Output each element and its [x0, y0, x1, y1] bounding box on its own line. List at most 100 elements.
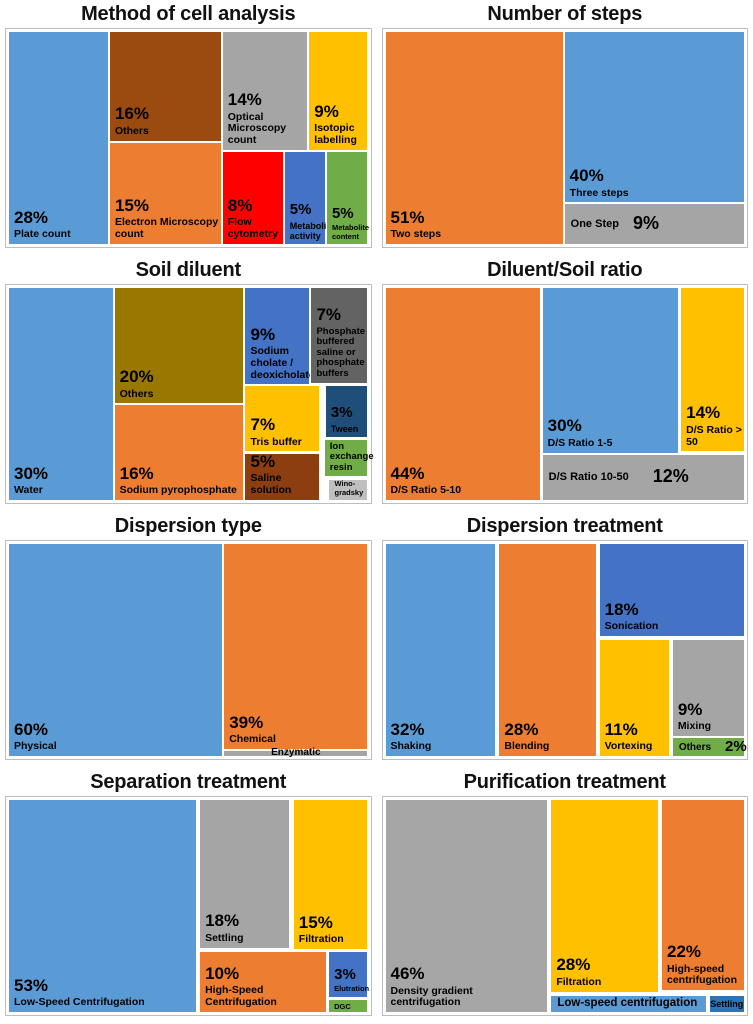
- tile-pct: 44%: [390, 463, 425, 483]
- tile-label: D/S Ratio > 50: [686, 423, 742, 448]
- tile-vortexing: 11% Vortexing: [598, 638, 671, 757]
- tile-label: Filtration: [556, 976, 602, 989]
- treemap-frame: 53% Low-Speed Centrifugation 18% Settling …: [5, 796, 372, 1016]
- treemap-frame: 46% Density gradient centrifugation 28% Fi…: [381, 796, 748, 1016]
- tile-tris-buffer: 7% Tris buffer: [244, 385, 321, 453]
- tile-low-speed-centrifugation: Low-speed centrifugation3%: [550, 993, 737, 1013]
- tile-pct: 5%: [331, 204, 354, 222]
- chart-title: Number of steps: [487, 3, 643, 25]
- tile-ion-exchange-resin: Ion exchange resin: [323, 438, 374, 478]
- tile-pct: 11%: [604, 719, 638, 739]
- tile-label: Two steps: [390, 228, 442, 241]
- tile-label: D/S Ratio 5-10: [390, 484, 462, 497]
- chart-diluent-soil-ratio: Diluent/Soil ratio 44% D/S Ratio 5-10 30%…: [377, 256, 753, 512]
- tile-sonication: 18% Sonication: [598, 543, 745, 638]
- tile-label: Settling: [205, 932, 244, 945]
- tile-pct: 40%: [569, 165, 604, 185]
- tile-plate-count: 28% Plate count: [8, 31, 109, 245]
- tile-label: Isotopic labelling: [314, 122, 357, 147]
- tile-electron-microscopy-count: 15% Electron Microscopy count: [108, 141, 222, 245]
- tile-label: Phosphate buffered saline or phosphate b…: [316, 325, 366, 380]
- tile-water: 30% Water: [8, 287, 114, 501]
- chart-separation-treatment: Separation treatment 53% Low-Speed Centri…: [0, 768, 377, 1024]
- tile-dgc: DGC: [328, 998, 369, 1013]
- chart-title: Method of cell analysis: [81, 3, 296, 25]
- tile-one-step: One Step 9%: [563, 203, 745, 245]
- tile-pct: 16%: [119, 463, 154, 483]
- tile-label: Settling: [710, 998, 744, 1009]
- tile-metabolic-activity: 5% Metabolic activity: [283, 150, 332, 245]
- tile-high-speed-centrifugation: 22% High-speed centrifugation: [661, 799, 745, 992]
- tile-pct: 14%: [686, 403, 721, 423]
- tile-pct: 3%: [334, 965, 356, 983]
- tile-label: Ion exchange resin: [329, 440, 374, 473]
- tile-label: Saline solution: [250, 472, 292, 497]
- chart-purification-treatment: Purification treatment 46% Density gradie…: [377, 768, 753, 1024]
- tile-pct: 28%: [504, 719, 539, 739]
- tile-pct: 53%: [14, 975, 49, 995]
- tile-label: Metabolite content: [331, 223, 370, 241]
- tile-pct: 22%: [667, 941, 702, 961]
- tile-label: Tris buffer: [250, 435, 302, 448]
- tile-ds-ratio-10-50: D/S Ratio 10-50 12%: [541, 453, 745, 501]
- tile-pct: 60%: [14, 719, 49, 739]
- tile-pct: 2%: [725, 737, 747, 755]
- tile-label: Sodium cholate / deoxicholate: [250, 345, 315, 381]
- tile-shaking: 32% Shaking: [384, 543, 497, 757]
- tile-label: Blending: [504, 740, 550, 753]
- tile-label: Elutration: [334, 984, 370, 994]
- tile-density-gradient-centrifugation: 46% Density gradient centrifugation: [384, 799, 549, 1013]
- chart-method-of-cell-analysis: Method of cell analysis 28% Plate count 1…: [0, 0, 377, 256]
- tile-others: Others 2%: [671, 737, 747, 757]
- treemap-frame: 32% Shaking 28% Blending 18% Sonication 11%…: [381, 540, 748, 760]
- tile-label: One Step: [570, 217, 619, 230]
- tile-pct: 5%: [289, 201, 312, 219]
- tile-low-speed-centrifugation: 53% Low-Speed Centrifugation: [8, 799, 198, 1013]
- tile-label: Tween: [330, 423, 359, 434]
- tile-metabolite-content: 5% Metabolite content: [325, 150, 370, 245]
- tile-mixing: 9% Mixing: [671, 638, 745, 738]
- treemap-frame: 60% Physical 39% Chemical Enzymatic: [5, 540, 372, 760]
- tile-label: Metabolic activity: [289, 220, 332, 241]
- tile-sodium-pyrophosphate: 16% Sodium pyrophosphate: [113, 404, 245, 501]
- tile-isotopic-labelling: 9% Isotopic labelling: [308, 31, 369, 151]
- chart-soil-diluent: Soil diluent 30% Water 20% Others 16% Sodiu…: [0, 256, 377, 512]
- tile-label: Three steps: [569, 186, 629, 199]
- tile-sodium-cholate-deoxicholate: 9% Sodium cholate / deoxicholate: [244, 287, 315, 386]
- tile-flow-cytometry: 8% Flow cytometry: [221, 150, 284, 245]
- tile-pct: 18%: [604, 599, 639, 619]
- tile-pct: 16%: [114, 104, 149, 124]
- tile-label: Plate count: [14, 228, 71, 241]
- tile-high-speed-centrifugation: 10% High-Speed Centrifugation: [199, 950, 328, 1013]
- tile-saline-solution: 5% Saline solution: [244, 452, 321, 501]
- tile-pct: 3%: [330, 404, 353, 422]
- tile-pct: 30%: [14, 463, 49, 483]
- tile-optical-microscopy-count: 14% Optical Microscopy count: [221, 31, 309, 151]
- chart-title: Purification treatment: [463, 771, 667, 793]
- tile-label: D/S Ratio 1-5: [547, 437, 613, 450]
- tile-label: Enzymatic: [271, 747, 321, 759]
- tile-label: Filtration: [298, 933, 344, 946]
- tile-pct: 7%: [316, 304, 342, 324]
- treemap-frame: 30% Water 20% Others 16% Sodium pyrophospha…: [5, 284, 374, 504]
- tile-pct: 15%: [298, 912, 333, 932]
- tile-pct: 14%: [227, 89, 262, 109]
- tile-ds-ratio-1-5: 30% D/S Ratio 1-5: [541, 287, 680, 454]
- treemap-frame: 51% Two steps 40% Three steps One Step 9%: [381, 28, 748, 248]
- tile-label: Mixing: [677, 720, 712, 733]
- tile-pct: 51%: [390, 207, 425, 227]
- chart-dispersion-type: Dispersion type 60% Physical 39% Chemical …: [0, 512, 377, 768]
- tile-pct: 39%: [229, 712, 264, 732]
- tile-pct: 32%: [390, 719, 425, 739]
- tile-label: D/S Ratio 10-50: [548, 471, 629, 484]
- tile-label: Others: [114, 125, 149, 138]
- tile-pct: 15%: [114, 195, 149, 215]
- tile-label: Electron Microscopy count: [114, 216, 219, 241]
- tile-ds-ratio-gt-50: 14% D/S Ratio > 50: [680, 287, 745, 453]
- chart-title: Dispersion treatment: [466, 515, 663, 537]
- tile-pct: 8%: [227, 195, 253, 215]
- tile-label: Physical: [14, 740, 57, 753]
- chart-title: Diluent/Soil ratio: [487, 259, 643, 281]
- tile-blending: 28% Blending: [498, 543, 598, 757]
- tile-pct: 9%: [314, 101, 339, 121]
